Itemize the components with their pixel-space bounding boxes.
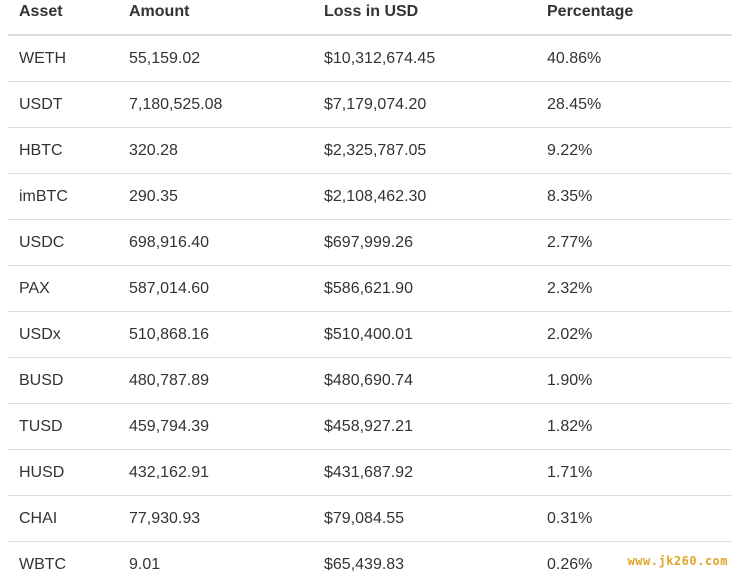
cell-loss-usd: $10,312,674.45 [324, 49, 436, 67]
cell-amount: 320.28 [129, 141, 178, 159]
cell-percentage: 9.22% [547, 141, 593, 159]
table-row: USDC 698,916.40 $697,999.26 2.77% [8, 219, 732, 265]
cell-percentage: 28.45% [547, 95, 602, 113]
cell-loss-usd: $2,325,787.05 [324, 141, 427, 159]
cell-loss-usd: $480,690.74 [324, 371, 413, 389]
cell-loss-usd: $431,687.92 [324, 463, 413, 481]
table-row: BUSD 480,787.89 $480,690.74 1.90% [8, 357, 732, 403]
cell-amount: 587,014.60 [129, 279, 210, 297]
cell-percentage: 40.86% [547, 49, 602, 67]
table-row: CHAI 77,930.93 $79,084.55 0.31% [8, 495, 732, 541]
cell-percentage: 1.71% [547, 463, 593, 481]
cell-asset: HBTC [19, 141, 63, 159]
cell-asset: BUSD [19, 371, 64, 389]
asset-loss-table: Asset Amount Loss in USD Percentage WETH… [8, 0, 732, 587]
cell-loss-usd: $65,439.83 [324, 555, 405, 573]
cell-amount: 77,930.93 [129, 509, 201, 527]
cell-asset: TUSD [19, 417, 63, 435]
table-row: TUSD 459,794.39 $458,927.21 1.82% [8, 403, 732, 449]
cell-amount: 7,180,525.08 [129, 95, 223, 113]
cell-percentage: 1.90% [547, 371, 593, 389]
cell-loss-usd: $586,621.90 [324, 279, 413, 297]
table-header-row: Asset Amount Loss in USD Percentage [8, 0, 732, 35]
cell-asset: WBTC [19, 555, 67, 573]
cell-amount: 55,159.02 [129, 49, 201, 67]
cell-loss-usd: $697,999.26 [324, 233, 413, 251]
cell-asset: PAX [19, 279, 50, 297]
cell-loss-usd: $458,927.21 [324, 417, 413, 435]
cell-asset: USDx [19, 325, 61, 343]
table-body: WETH 55,159.02 $10,312,674.45 40.86% USDT 7,1… [8, 35, 732, 587]
cell-asset: CHAI [19, 509, 58, 527]
table-row: WBTC 9.01 $65,439.83 0.26% [8, 541, 732, 587]
cell-asset: imBTC [19, 187, 68, 205]
watermark-text: www.jk260.com [627, 554, 728, 568]
table-row: HBTC 320.28 $2,325,787.05 9.22% [8, 127, 732, 173]
table-row: WETH 55,159.02 $10,312,674.45 40.86% [8, 35, 732, 81]
cell-percentage: 2.32% [547, 279, 593, 297]
header-percentage: Percentage [547, 3, 634, 20]
cell-percentage: 0.26% [547, 555, 593, 573]
cell-loss-usd: $7,179,074.20 [324, 95, 427, 113]
cell-amount: 480,787.89 [129, 371, 210, 389]
cell-loss-usd: $2,108,462.30 [324, 187, 427, 205]
cell-amount: 510,868.16 [129, 325, 210, 343]
cell-amount: 290.35 [129, 187, 178, 205]
cell-amount: 698,916.40 [129, 233, 210, 251]
cell-percentage: 2.77% [547, 233, 593, 251]
cell-loss-usd: $79,084.55 [324, 509, 405, 527]
table-row: imBTC 290.35 $2,108,462.30 8.35% [8, 173, 732, 219]
cell-percentage: 0.31% [547, 509, 593, 527]
cell-amount: 432,162.91 [129, 463, 210, 481]
header-asset: Asset [19, 3, 63, 20]
cell-asset: WETH [19, 49, 67, 67]
table-row: USDT 7,180,525.08 $7,179,074.20 28.45% [8, 81, 732, 127]
cell-asset: USDT [19, 95, 63, 113]
cell-asset: USDC [19, 233, 65, 251]
header-amount: Amount [129, 3, 190, 20]
cell-percentage: 8.35% [547, 187, 593, 205]
cell-asset: HUSD [19, 463, 65, 481]
table-row: HUSD 432,162.91 $431,687.92 1.71% [8, 449, 732, 495]
cell-amount: 9.01 [129, 555, 161, 573]
cell-loss-usd: $510,400.01 [324, 325, 413, 343]
cell-percentage: 1.82% [547, 417, 593, 435]
table-row: PAX 587,014.60 $586,621.90 2.32% [8, 265, 732, 311]
header-loss-usd: Loss in USD [324, 3, 419, 20]
table-row: USDx 510,868.16 $510,400.01 2.02% [8, 311, 732, 357]
cell-amount: 459,794.39 [129, 417, 210, 435]
cell-percentage: 2.02% [547, 325, 593, 343]
